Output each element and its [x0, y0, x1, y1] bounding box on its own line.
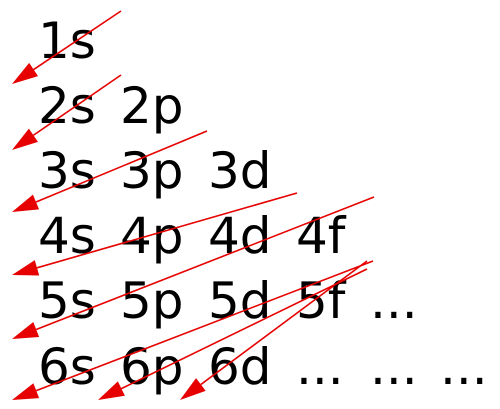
orbital-label: 5s	[38, 272, 96, 330]
orbital-label: 5p	[120, 272, 184, 330]
orbital-label: 4d	[208, 207, 272, 265]
orbital-label: 3s	[38, 142, 96, 200]
orbital-label: 4s	[38, 207, 96, 265]
diagonal-arrow-icon	[12, 74, 122, 150]
diagonal-arrow-icon	[12, 260, 374, 400]
orbital-label: 6d	[208, 338, 272, 396]
orbital-label: ...	[296, 338, 344, 396]
orbital-label: ...	[370, 272, 418, 330]
orbital-label: 4f	[296, 207, 347, 265]
filling-order-arrows	[12, 10, 375, 400]
orbital-label: 3d	[208, 142, 272, 200]
orbital-label: ...	[440, 338, 488, 396]
orbital-label: 6p	[120, 338, 184, 396]
diagonal-arrow-icon	[12, 196, 375, 339]
orbital-label: 2p	[120, 77, 184, 135]
orbital-label: 3p	[120, 142, 184, 200]
diagonal-arrow-icon	[98, 268, 368, 400]
orbital-label: ...	[370, 338, 418, 396]
diagonal-arrow-icon	[12, 192, 298, 276]
orbital-label: 4p	[120, 207, 184, 265]
diagonal-arrow-icon	[12, 130, 208, 212]
diagonal-arrow-icon	[180, 260, 368, 400]
diagonal-arrow-icon	[12, 10, 122, 84]
